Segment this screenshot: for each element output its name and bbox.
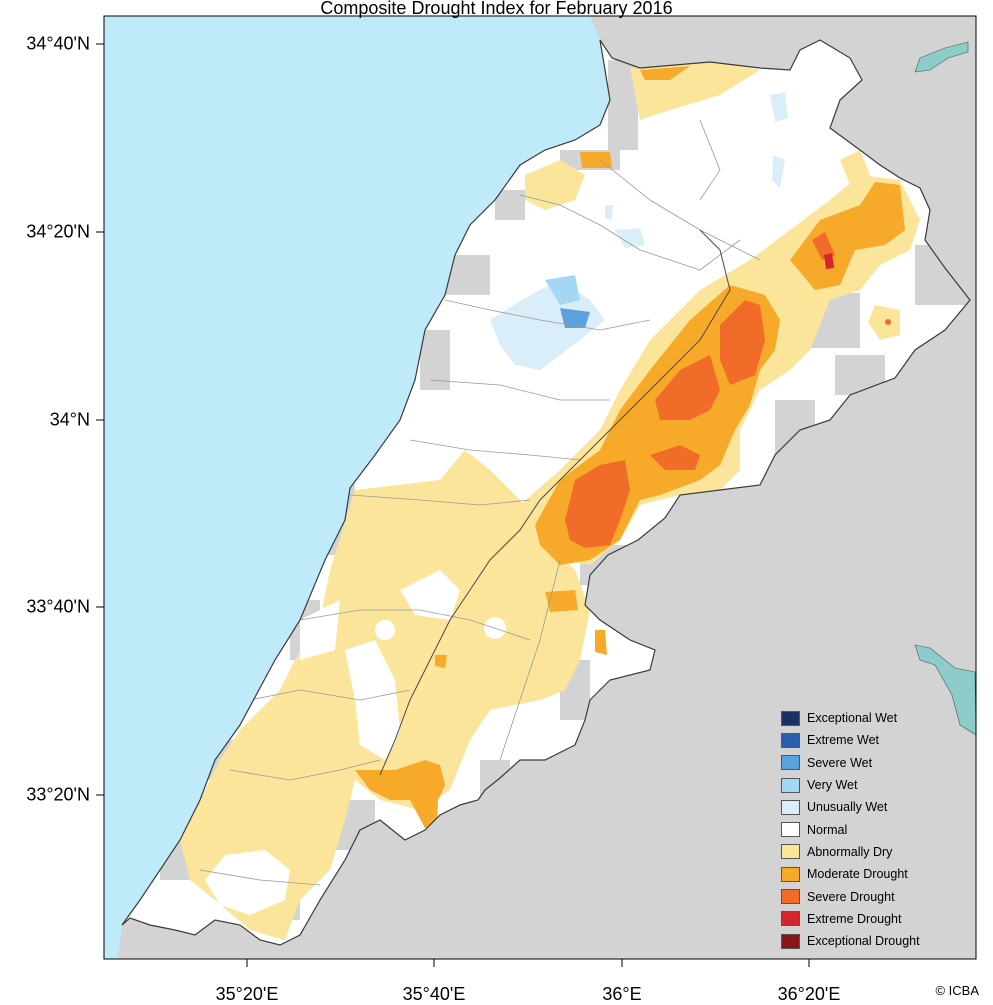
legend-swatch xyxy=(781,732,800,748)
legend-item-exceptional-wet: Exceptional Wet xyxy=(781,707,920,729)
mediterranean-sea xyxy=(104,16,612,959)
y-tick-label: 33°40'N xyxy=(26,596,90,617)
legend-swatch xyxy=(781,755,800,771)
legend-swatch xyxy=(781,911,800,927)
lake-south xyxy=(914,644,976,736)
legend-item-very-wet: Very Wet xyxy=(781,774,920,796)
legend-item-exceptional-drought: Exceptional Drought xyxy=(781,930,920,952)
legend-label: Severe Drought xyxy=(807,889,895,904)
y-tick-label: 34°N xyxy=(49,409,90,430)
legend-item-moderate-drought: Moderate Drought xyxy=(781,863,920,885)
legend-item-abnormally-dry: Abnormally Dry xyxy=(781,841,920,863)
legend-swatch xyxy=(781,866,800,882)
x-tick-label: 35°40'E xyxy=(402,984,466,1004)
legend-item-extreme-wet: Extreme Wet xyxy=(781,729,920,751)
legend-item-severe-wet: Severe Wet xyxy=(781,752,920,774)
legend-item-unusually-wet: Unusually Wet xyxy=(781,796,920,818)
y-tick-label: 34°20'N xyxy=(26,221,90,242)
legend-item-severe-drought: Severe Drought xyxy=(781,885,920,907)
legend-label: Extreme Drought xyxy=(807,911,902,926)
y-tick-label: 34°40'N xyxy=(26,33,90,54)
legend-swatch xyxy=(781,799,800,815)
x-tick-label: 36°20'E xyxy=(777,984,841,1004)
legend-swatch xyxy=(781,822,800,838)
legend-label: Extreme Wet xyxy=(807,733,880,748)
legend-label: Normal xyxy=(807,822,848,837)
legend-label: Moderate Drought xyxy=(807,867,908,882)
legend-swatch xyxy=(781,933,800,949)
legend-item-normal: Normal xyxy=(781,818,920,840)
lake-north xyxy=(914,41,969,73)
legend-swatch xyxy=(781,889,800,905)
legend-label: Abnormally Dry xyxy=(807,844,893,859)
legend-label: Exceptional Drought xyxy=(807,934,920,949)
legend: Exceptional Wet Extreme Wet Severe Wet V… xyxy=(781,707,920,952)
credit-text: © ICBA xyxy=(935,983,979,998)
legend-swatch xyxy=(781,777,800,793)
legend-swatch xyxy=(781,844,800,860)
legend-label: Unusually Wet xyxy=(807,800,888,815)
legend-label: Exceptional Wet xyxy=(807,711,898,726)
map-title: Composite Drought Index for February 201… xyxy=(320,0,673,18)
x-tick-label: 36°E xyxy=(602,984,642,1004)
legend-label: Very Wet xyxy=(807,778,858,793)
legend-item-extreme-drought: Extreme Drought xyxy=(781,908,920,930)
x-tick-label: 35°20'E xyxy=(215,984,279,1004)
legend-label: Severe Wet xyxy=(807,755,873,770)
legend-swatch xyxy=(781,710,800,726)
y-tick-label: 33°20'N xyxy=(26,784,90,805)
